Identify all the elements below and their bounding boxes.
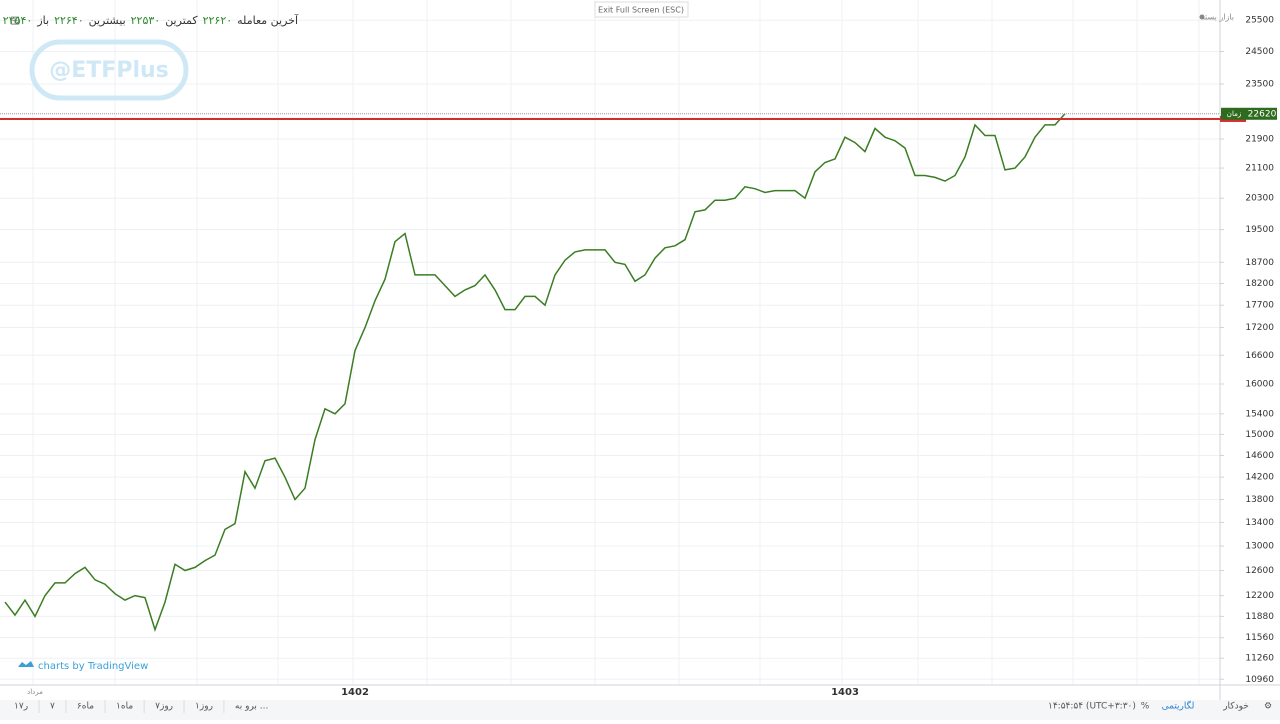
ohlc-label: باز [36,14,49,27]
settings-icon[interactable]: ⚙ [1264,702,1272,712]
toolbar [0,700,1280,720]
scale-option[interactable]: % [1141,702,1150,712]
tv-logo [18,661,34,667]
y-tick-label: 12200 [1245,591,1274,601]
y-tick-label: 25500 [1245,16,1274,26]
last-price-label: 22620 [1248,109,1277,119]
clock: ۱۴:۵۴:۵۴ (UTC+۳:۳۰) [1048,702,1136,712]
y-tick-label: 15400 [1245,409,1274,419]
y-tick-label: 23500 [1245,79,1274,89]
x-tick-label: مرداد [27,688,43,696]
ohlc-label: کمترین [165,14,198,27]
ohlc-label: بیشترین [89,14,126,27]
x-tick-label: 1402 [341,687,369,698]
status-dot [1199,14,1205,20]
y-tick-label: 17200 [1245,323,1274,333]
range-button[interactable]: ماه۱ [116,702,133,712]
y-tick-label: 16000 [1245,380,1274,390]
ohlc-value: ۲۲۶۴۰ [54,14,84,27]
exit-fullscreen[interactable] [594,1,689,18]
ohlc-value: ۲۲۵۳۰ [131,14,161,27]
y-tick-label: 15000 [1245,430,1274,440]
credit[interactable]: charts by TradingView [38,661,148,672]
last-price-box [1247,107,1277,120]
range-button[interactable]: ۱ر۷ [14,702,28,712]
y-tick-label: 18700 [1245,258,1274,268]
market-status: بازار بسته [1201,13,1234,22]
exit-fullscreen-label[interactable]: Exit Full Screen (ESC) [598,6,684,15]
watermark-frame [29,39,189,101]
scale-option[interactable]: خودکار [1222,702,1249,712]
y-tick-label: 14200 [1245,473,1274,483]
y-tick-label: 16600 [1245,351,1274,361]
y-tick-label: 21900 [1245,135,1274,145]
y-tick-label: 13000 [1245,542,1274,552]
scale-option[interactable]: لگاریتمی [1162,700,1195,712]
last-price-tag: زمان [1227,110,1241,118]
y-tick-label: 19500 [1245,225,1274,235]
expand-icon[interactable]: ⊞ [10,14,20,28]
go-to-button[interactable]: برو به ... [235,702,268,712]
range-button[interactable]: روز۷ [155,702,173,712]
y-tick-label: 17700 [1245,301,1274,311]
x-tick-label: 1403 [831,687,859,698]
range-button[interactable]: ماه۶ [77,702,94,712]
y-tick-label: 18200 [1245,279,1274,289]
y-tick-label: 20300 [1245,194,1274,204]
ohlc-value: ۲۲۵۴۰ [3,14,33,27]
y-tick-label: 11260 [1245,654,1274,664]
range-button[interactable]: ۷ [50,702,55,712]
y-tick-label: 10960 [1245,675,1274,685]
y-tick-label: 14600 [1245,451,1274,461]
last-price-tag-box [1221,107,1247,120]
y-tick-label: 21100 [1245,164,1274,174]
toolbar-items: ۱ر۷ ۷ ماه۶ ماه۱ روز۷ روز۱ برو به ... ۱۴:۵۴:۵۴ (… [14,700,1272,713]
y-tick-label: 13800 [1245,495,1274,505]
y-tick-label: 11560 [1245,633,1274,643]
ohlc-label: آخرین معامله [237,13,299,27]
range-button[interactable]: روز۱ [195,702,213,712]
y-tick-label: 12600 [1245,566,1274,576]
y-tick-label: 24500 [1245,47,1274,57]
ohlc-header: آخرین معامله ۲۲۶۲۰ کمترین ۲۲۵۳۰ بیشترین ۲۲۶۴۰… [3,13,299,27]
y-tick-label: 13400 [1245,518,1274,528]
ohlc-value: ۲۲۶۲۰ [203,14,233,27]
price-line [4,113,1066,632]
y-tick-label: 11880 [1245,612,1274,622]
watermark: @ETFPlus [49,58,169,83]
